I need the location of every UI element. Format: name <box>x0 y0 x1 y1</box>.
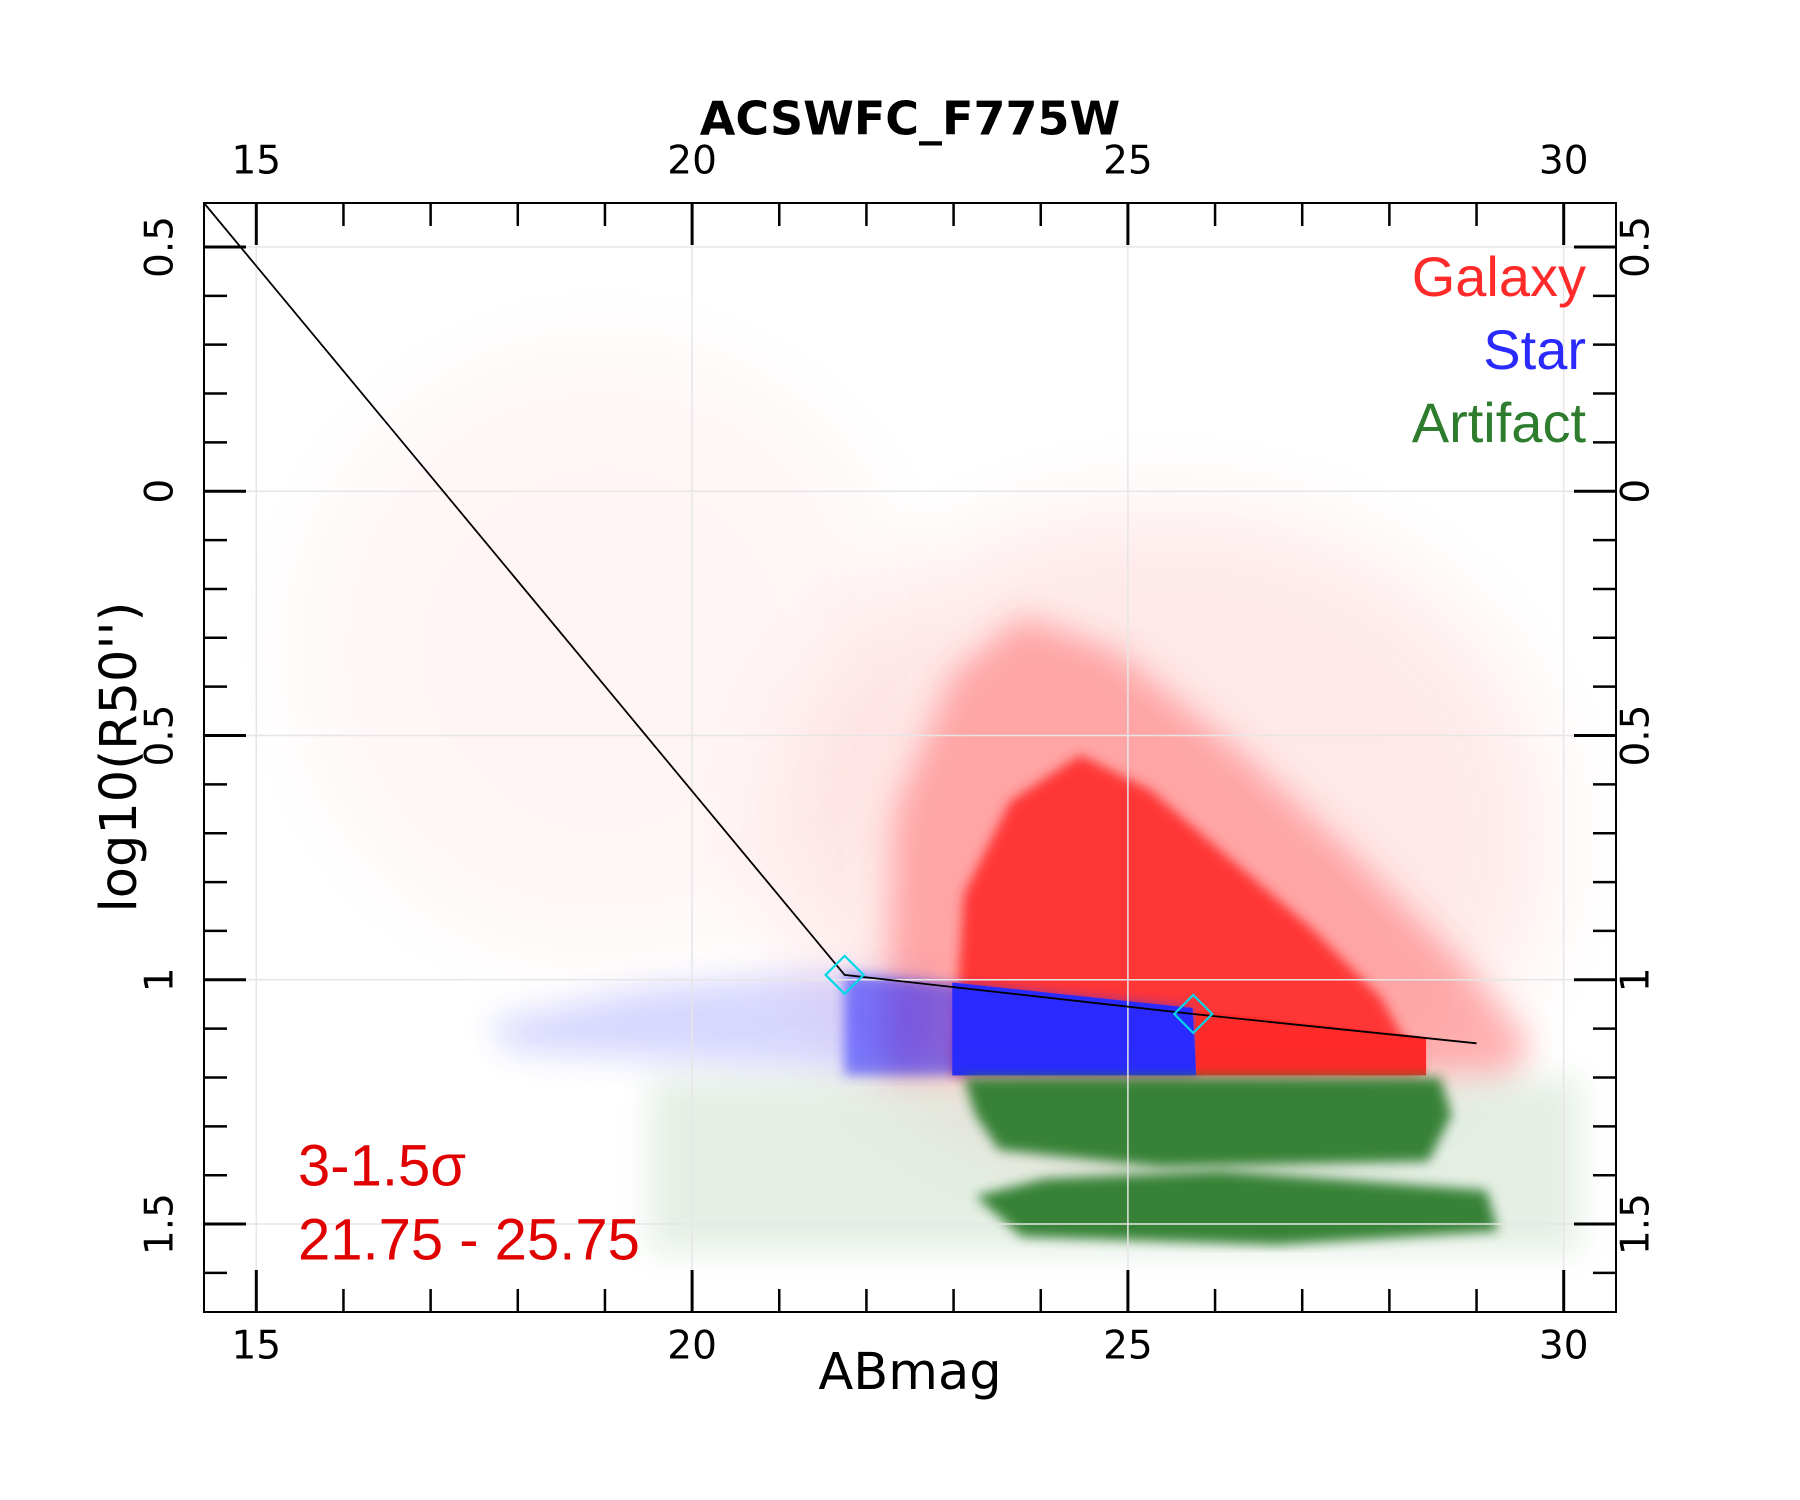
x-tick-label-top: 30 <box>1539 139 1589 184</box>
x-tick-label: 20 <box>667 1324 717 1369</box>
chart-title: ACSWFC_F775W <box>700 92 1120 146</box>
boundary-line <box>203 202 1477 1045</box>
x-tick-label: 30 <box>1539 1324 1589 1369</box>
galaxy-halo <box>301 348 906 953</box>
x-tick-label-top: 15 <box>231 139 281 184</box>
y-tick-label: 0.5 <box>138 704 183 766</box>
y-tick-label-right: 0.5 <box>1614 216 1659 278</box>
marker <box>1172 993 1214 1035</box>
marker <box>824 954 866 996</box>
legend-entry: Artifact <box>1412 391 1587 454</box>
y-tick-label: 0 <box>138 479 183 504</box>
x-tick-label: 15 <box>231 1324 281 1369</box>
galaxy-core <box>952 754 1423 1075</box>
y-tick-label: 1.5 <box>138 1193 183 1255</box>
density-clouds <box>301 348 1580 1252</box>
x-tick-label: 25 <box>1103 1324 1153 1369</box>
y-tick-label-right: 1.5 <box>1614 1193 1659 1255</box>
plot-frame <box>203 202 1617 1313</box>
legend-entry: Galaxy <box>1412 245 1586 308</box>
star-cloud <box>487 973 930 1075</box>
artifact-core <box>963 1077 1452 1168</box>
y-tick-label-right: 0.5 <box>1614 704 1659 766</box>
y-tick-label: 0.5 <box>138 216 183 278</box>
artifact-core <box>975 1170 1499 1245</box>
annotation: 3-1.5σ <box>298 1133 466 1198</box>
star-core <box>952 982 1197 1076</box>
galaxy-core <box>1196 1010 1427 1076</box>
x-axis-label: ABmag <box>818 1343 1001 1402</box>
y-tick-label: 1 <box>138 967 183 992</box>
axes-layer: 15 15 20 20 25 25 30 30 0.5 0.5 0 0 0.5 0.5 1 1 1.5 1.5 Ga… <box>138 139 1659 1369</box>
annotation: 21.75 - 25.75 <box>298 1207 640 1272</box>
legend-entry: Star <box>1483 318 1586 381</box>
y-tick-label-right: 1 <box>1614 967 1659 992</box>
x-tick-label-top: 20 <box>667 139 717 184</box>
x-tick-label-top: 25 <box>1103 139 1153 184</box>
y-axis-label: log10(R50'') <box>90 602 149 913</box>
y-tick-label-right: 0 <box>1614 479 1659 504</box>
